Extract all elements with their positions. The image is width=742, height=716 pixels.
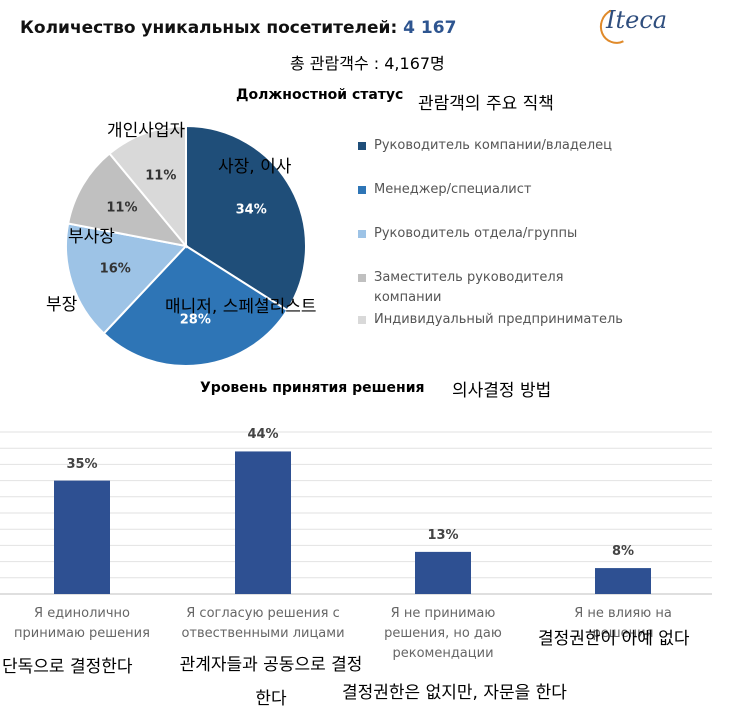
pie-slice-label-2: 28% [179, 312, 211, 328]
page-title: Количество уникальных посетителей: 4 167 [20, 18, 456, 38]
legend-item-4: Заместитель руководителя компании [358, 268, 688, 308]
pie-korean-label-4: 부사장 [68, 227, 115, 247]
legend-label: Руководитель компании/владелец [374, 138, 612, 153]
bar-3 [415, 551, 471, 594]
bar-value-label-1: 35% [66, 456, 98, 472]
korean-subtitle: 총 관람객수 : 4,167명 [290, 54, 445, 73]
bar-category-label-3: Я не принимаю решения, но даю рекомендац… [384, 606, 502, 661]
pie-slice-label-1: 34% [235, 202, 267, 218]
iteca-logo: Iteca [594, 3, 668, 49]
bar-category-label-1: Я единолично принимаю решения [14, 606, 150, 641]
bar-korean-label-4: 결정권한이 아예 없다 [538, 629, 690, 649]
pie-slice-label-5: 11% [145, 168, 177, 184]
bar-value-label-2: 44% [247, 427, 279, 443]
bar-value-label-4: 8% [611, 544, 635, 560]
logo-text: Iteca [606, 6, 668, 34]
legend-item-2: Менеджер/специалист [358, 180, 688, 200]
legend-item-1: Руководитель компании/владелец [358, 136, 688, 156]
pie-korean-label-3: 부장 [46, 295, 78, 315]
bar-4 [595, 568, 651, 594]
legend-swatch [358, 316, 366, 324]
pie-korean-label-1: 사장, 이사 [218, 157, 292, 177]
pie-chart-title: Должностной статус [236, 87, 404, 103]
bar-2 [235, 451, 291, 594]
visitor-count: 4 167 [403, 18, 457, 38]
pie-slice-4 [66, 152, 189, 248]
bar-chart-title-korean: 의사결정 방법 [452, 381, 552, 401]
legend-swatch [358, 274, 366, 282]
bar-korean-label-1: 단독으로 결정한다 [2, 657, 133, 677]
pie-slice-label-4: 11% [106, 200, 138, 216]
bar-value-label-3: 13% [427, 527, 459, 543]
bar-category-label-4: Я не влияю на решения [574, 606, 672, 641]
legend-swatch [358, 186, 366, 194]
legend-label: Индивидуальный предприниматель [374, 312, 623, 327]
pie-slice-label-3: 16% [99, 261, 131, 277]
bar-korean-label-3: 결정권한은 없지만, 자문을 한다 [342, 683, 567, 703]
pie-slice-3 [65, 222, 188, 335]
bar-korean-label-2: 관계자들과 공동으로 결정한다 [179, 655, 363, 709]
legend-item-5: Индивидуальный предприниматель [358, 310, 688, 330]
legend-swatch [358, 230, 366, 238]
pie-chart-title-korean: 관람객의 주요 직책 [418, 94, 554, 114]
pie-legend: Руководитель компании/владелец Менеджер/с… [358, 136, 688, 354]
pie-slice-5 [108, 124, 187, 249]
legend-label: Руководитель отдела/группы [374, 226, 578, 241]
bar-1 [54, 480, 110, 594]
legend-label: Заместитель руководителя компании [374, 270, 564, 305]
pie-korean-label-2: 매니저, 스페셜리스트 [165, 297, 317, 317]
page-title-text: Количество уникальных посетителей: [20, 18, 398, 38]
legend-swatch [358, 142, 366, 150]
bar-chart-title: Уровень принятия решения [200, 380, 425, 396]
legend-label: Менеджер/специалист [374, 182, 532, 197]
legend-item-3: Руководитель отдела/группы [358, 224, 688, 244]
bar-category-label-2: Я согласую решения с отвественными лицам… [181, 606, 345, 641]
pie-korean-label-5: 개인사업자 [107, 121, 186, 141]
pie-slice-2 [102, 244, 289, 367]
